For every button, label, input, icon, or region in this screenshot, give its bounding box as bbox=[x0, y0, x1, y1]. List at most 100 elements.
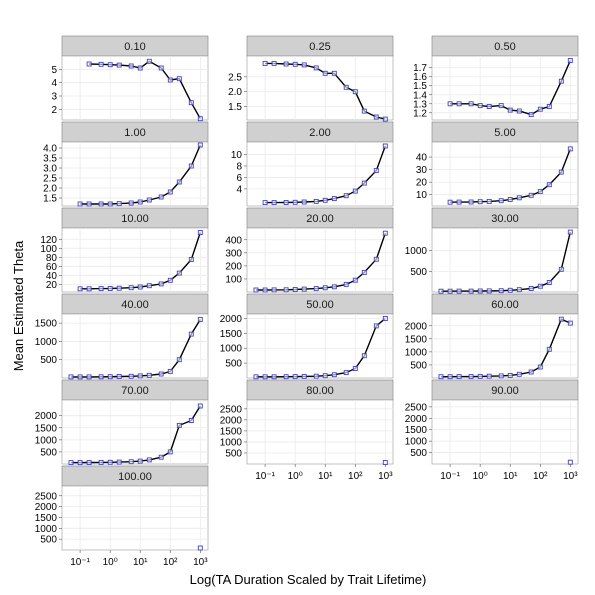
data-point bbox=[352, 188, 358, 194]
data-point bbox=[456, 288, 462, 294]
data-point bbox=[567, 229, 573, 235]
data-point bbox=[283, 61, 289, 67]
y-tick-label: 10 bbox=[416, 190, 428, 201]
data-point bbox=[197, 142, 203, 148]
data-point bbox=[262, 60, 268, 66]
y-tick-label: 120 bbox=[40, 235, 57, 246]
data-point bbox=[128, 459, 134, 465]
y-tick-label: 1000 bbox=[35, 337, 58, 348]
y-tick-label: 80 bbox=[46, 253, 58, 264]
data-point bbox=[313, 373, 319, 379]
data-point bbox=[107, 62, 113, 68]
facet-20.00: 20.00 100 200 300 400 bbox=[225, 207, 394, 293]
facet-40.00: 40.00 500 1000 1500 bbox=[35, 293, 209, 380]
data-point bbox=[373, 256, 379, 262]
y-tick-label: 1500 bbox=[220, 329, 243, 340]
data-point bbox=[528, 112, 534, 118]
y-tick-label: 4 bbox=[51, 78, 57, 89]
data-point bbox=[116, 459, 122, 465]
data-point bbox=[447, 199, 453, 205]
data-point bbox=[86, 374, 92, 380]
y-tick-label: 40 bbox=[46, 271, 58, 282]
data-point bbox=[468, 374, 474, 380]
x-tick-label: 10¹ bbox=[133, 557, 148, 568]
data-point bbox=[567, 459, 573, 465]
data-point bbox=[558, 169, 564, 175]
data-point bbox=[352, 277, 358, 283]
data-point bbox=[477, 103, 483, 109]
data-point bbox=[373, 168, 379, 174]
data-point bbox=[197, 230, 203, 235]
y-tick-label: 1.2 bbox=[413, 108, 427, 119]
data-point bbox=[477, 373, 483, 379]
data-point bbox=[167, 368, 173, 374]
y-tick-label: 1500 bbox=[405, 425, 428, 436]
data-point bbox=[486, 373, 492, 379]
data-point bbox=[507, 287, 513, 293]
facet-1.00: 1.00 1.52.02.53.03.54.0 bbox=[43, 121, 209, 207]
x-axis-col-2: 10⁻¹ 10⁰ 10¹ 10² 10³ bbox=[255, 464, 393, 482]
y-tick-label: 2500 bbox=[220, 404, 243, 415]
y-tick-label: 4.0 bbox=[43, 144, 57, 155]
y-tick-label: 100 bbox=[225, 274, 242, 285]
facet-strip-label: 20.00 bbox=[306, 213, 334, 225]
y-tick-label: 1000 bbox=[220, 437, 243, 448]
data-point bbox=[567, 58, 573, 63]
y-tick-label: 2000 bbox=[35, 411, 58, 422]
panel-background bbox=[246, 227, 394, 293]
y-tick-label: 1500 bbox=[405, 334, 428, 345]
facet-strip-label: 2.00 bbox=[309, 127, 330, 139]
data-point bbox=[301, 373, 307, 379]
facet-0.25: 0.25 1.5 2.0 2.5 bbox=[228, 35, 394, 122]
y-tick-label: 2500 bbox=[405, 402, 428, 413]
facet-strip-label: 5.00 bbox=[494, 127, 515, 139]
data-point bbox=[507, 107, 513, 113]
data-point bbox=[313, 198, 319, 204]
y-tick-label: 10 bbox=[231, 150, 243, 161]
data-point bbox=[253, 287, 259, 293]
data-point bbox=[98, 459, 104, 465]
data-point bbox=[77, 201, 83, 207]
data-point bbox=[352, 366, 358, 371]
x-tick-label: 10² bbox=[163, 557, 178, 568]
data-point bbox=[331, 196, 337, 202]
y-tick-label: 20 bbox=[416, 178, 428, 189]
data-point bbox=[313, 286, 319, 292]
y-tick-label: 2 bbox=[51, 105, 57, 116]
data-point bbox=[498, 288, 504, 294]
data-point bbox=[486, 198, 492, 204]
panel-background bbox=[61, 313, 209, 379]
y-tick-label: 1000 bbox=[220, 344, 243, 355]
data-point bbox=[158, 65, 164, 71]
y-tick-label: 200 bbox=[225, 261, 242, 272]
data-point bbox=[477, 199, 483, 205]
data-point bbox=[546, 182, 552, 188]
data-point bbox=[301, 286, 307, 292]
y-tick-label: 3.5 bbox=[43, 154, 57, 165]
data-point bbox=[516, 108, 522, 114]
data-point bbox=[343, 84, 349, 90]
data-point bbox=[116, 374, 122, 379]
data-point bbox=[498, 103, 504, 109]
data-point bbox=[137, 65, 143, 71]
data-point bbox=[558, 266, 564, 272]
facet-strip-label: 30.00 bbox=[491, 213, 519, 225]
x-axis-col-3: 10⁻¹ 10⁰ 10¹ 10² 10³ bbox=[440, 464, 578, 482]
x-tick-label: 10⁰ bbox=[288, 471, 303, 482]
y-tick-label: 2000 bbox=[405, 414, 428, 425]
data-point bbox=[438, 288, 444, 294]
data-point bbox=[546, 346, 552, 352]
y-tick-label: 1.5 bbox=[228, 102, 242, 113]
data-point bbox=[116, 201, 122, 207]
data-point bbox=[68, 460, 74, 466]
facet-strip-label: 90.00 bbox=[491, 385, 519, 397]
data-point bbox=[507, 197, 513, 202]
facet-0.50: 0.50 1.21.31.41.51.61.7 bbox=[413, 35, 579, 121]
facet-strip-label: 0.50 bbox=[494, 41, 515, 53]
data-point bbox=[322, 285, 328, 291]
panel-background bbox=[431, 399, 579, 465]
y-tick-label: 500 bbox=[225, 359, 242, 370]
